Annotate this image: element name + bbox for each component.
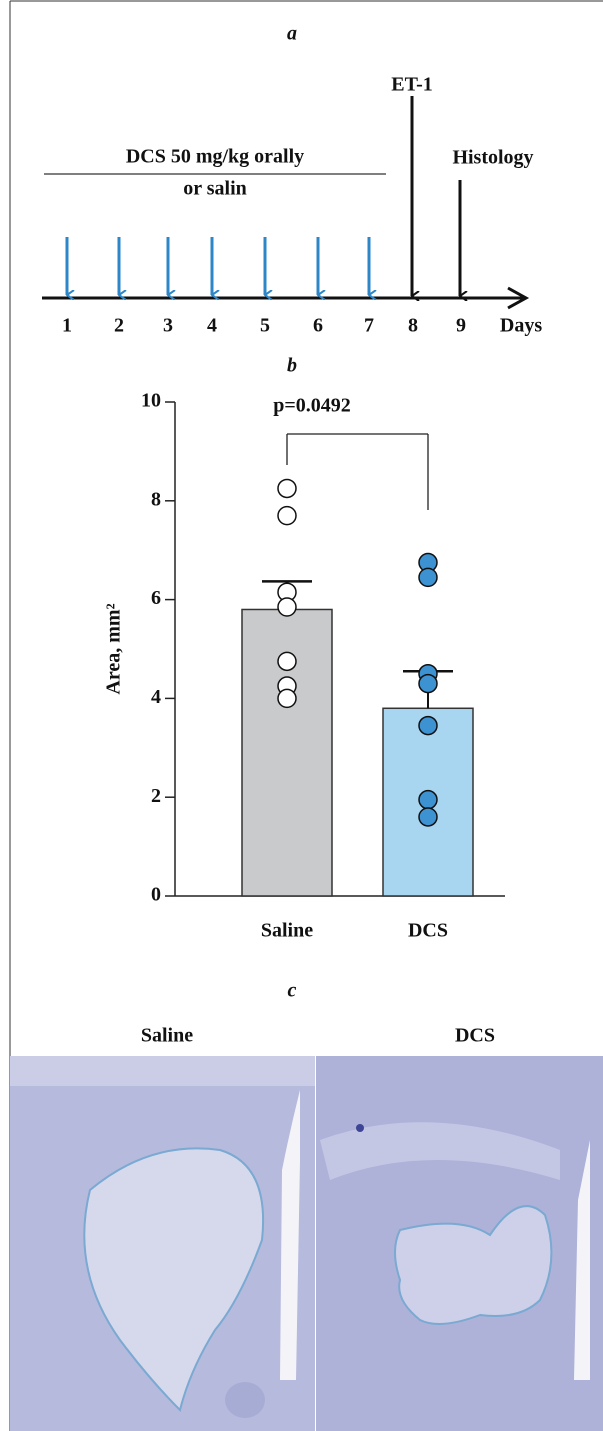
day-label: 5 (260, 315, 270, 337)
day-label: 4 (207, 315, 217, 337)
event-label: ET-1 (391, 74, 433, 96)
day-label: 6 (313, 315, 323, 337)
image-title: Saline (141, 1025, 193, 1047)
y-tick-label: 6 (151, 587, 161, 609)
annotation: p=0.0492 (273, 395, 351, 417)
data-point (278, 652, 296, 670)
data-point (278, 689, 296, 707)
panel-label: c (288, 980, 297, 1002)
y-axis-label: Area, mm² (103, 603, 125, 694)
y-tick-label: 0 (151, 884, 161, 906)
panel-label: a (287, 23, 297, 45)
day-label: 1 (62, 315, 72, 337)
x-tick-label: Saline (261, 920, 313, 942)
data-point (278, 598, 296, 616)
event-label: Histology (452, 147, 533, 169)
day-label: 2 (114, 315, 124, 337)
data-point (419, 808, 437, 826)
day-label: 7 (364, 315, 374, 337)
day-label: 9 (456, 315, 466, 337)
y-tick-label: 10 (141, 390, 161, 412)
figure: a DCS 50 mg/kg orally or salin ET-1 Hist… (0, 0, 603, 1431)
treatment-text: or salin (183, 178, 247, 200)
histology-image (316, 1056, 603, 1431)
treatment-text: DCS 50 mg/kg orally (126, 146, 304, 168)
histology-image (10, 1056, 315, 1431)
y-tick-label: 8 (151, 488, 161, 510)
y-tick-label: 2 (151, 785, 161, 807)
data-point (419, 675, 437, 693)
axis-label: Days (500, 315, 542, 337)
data-point (419, 717, 437, 735)
day-label: 3 (163, 315, 173, 337)
x-tick-label: DCS (408, 920, 448, 942)
data-point (278, 479, 296, 497)
data-point (419, 791, 437, 809)
image-title: DCS (455, 1025, 495, 1047)
y-tick-label: 4 (151, 686, 161, 708)
panel-label: b (287, 355, 297, 377)
data-point (278, 507, 296, 525)
data-point (419, 568, 437, 586)
day-label: 8 (408, 315, 418, 337)
